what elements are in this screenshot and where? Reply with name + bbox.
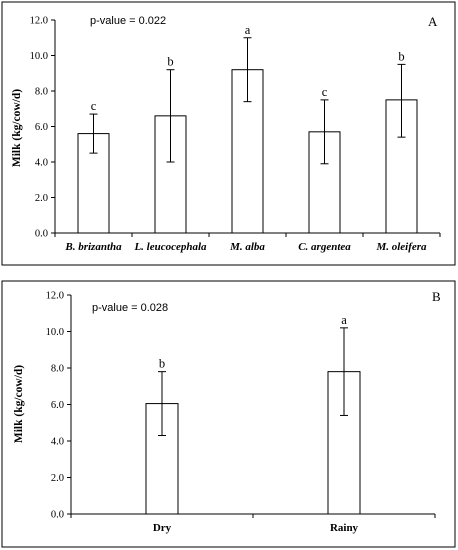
panel-a-significance-letter: c — [91, 99, 97, 113]
panel-a-significance-letter: c — [322, 85, 328, 99]
panel-a-significance-letter: a — [245, 23, 251, 37]
panel-b-y-tick-label: 0.0 — [51, 510, 64, 521]
panel-a-category-label: C. argentea — [298, 241, 351, 253]
panel-b-error-bars — [158, 327, 348, 437]
panel-a-y-tick-label: 10.0 — [30, 51, 48, 62]
panel-a-significance-letters: c b a c b — [91, 23, 405, 113]
panel-b: p-value = 0.028 B Milk (kg/cow/d) 0.0 2.0… — [1, 280, 456, 548]
panel-b-y-tick-label: 12.0 — [46, 291, 64, 302]
panel-a-y-tick-label: 0.0 — [35, 229, 48, 240]
panel-b-y-tick-label: 10.0 — [46, 327, 64, 338]
panel-a-y-tick-label: 4.0 — [35, 158, 48, 169]
panel-a-bar — [77, 133, 110, 234]
panel-a-y-tick-label: 8.0 — [35, 87, 48, 98]
panel-b-y-ticks: 0.0 2.0 4.0 6.0 8.0 10.0 12.0 — [46, 291, 436, 521]
panel-b-significance-letters: ba — [159, 313, 347, 371]
panel-a: p-value = 0.022 A Milk (kg/cow/d) 0.0 2.0… — [1, 1, 456, 266]
panel-a-y-ticks: 0.0 2.0 4.0 6.0 8.0 10.0 12.0 — [30, 16, 441, 240]
panel-a-letter: A — [428, 14, 438, 29]
panel-a-significance-letter: b — [167, 55, 173, 69]
panel-a-y-tick-label: 2.0 — [35, 193, 48, 204]
panel-b-bars — [145, 371, 361, 515]
panel-a-category-label: B. brizantha — [64, 241, 122, 253]
panel-b-y-tick-label: 2.0 — [51, 473, 64, 484]
panel-b-letter: B — [432, 289, 441, 304]
panel-b-category-labels: Dry Rainy — [153, 522, 359, 534]
panel-b-y-tick-label: 6.0 — [51, 400, 64, 411]
panel-a-y-tick-label: 6.0 — [35, 122, 48, 133]
panel-a-frame — [1, 1, 456, 266]
panel-b-pvalue: p-value = 0.028 — [92, 302, 168, 314]
panel-a-error-bars — [89, 37, 406, 165]
panel-a-category-labels: B. brizantha L. leucocephala M. alba C. arg… — [64, 241, 427, 253]
panel-b-y-tick-label: 4.0 — [51, 437, 64, 448]
panel-a-category-label: M. alba — [229, 241, 265, 253]
panel-b-category-label: Rainy — [330, 522, 359, 534]
panel-a-significance-letter: b — [398, 49, 404, 63]
panel-a-category-label: M. oleifera — [375, 241, 427, 253]
panel-b-frame — [1, 280, 456, 548]
panel-b-y-tick-label: 8.0 — [51, 364, 64, 375]
panel-b-significance-letter: a — [341, 313, 347, 327]
panel-b-y-label: Milk (kg/cow/d) — [13, 365, 25, 443]
panel-a-y-tick-label: 12.0 — [30, 16, 48, 27]
panel-b-significance-letter: b — [159, 357, 165, 371]
panel-b-category-label: Dry — [153, 522, 172, 534]
panel-a-y-label: Milk (kg/cow/d) — [11, 89, 23, 167]
panel-a-pvalue: p-value = 0.022 — [90, 15, 166, 27]
panel-a-bars — [77, 69, 418, 234]
panel-a-category-label: L. leucocephala — [133, 241, 207, 253]
